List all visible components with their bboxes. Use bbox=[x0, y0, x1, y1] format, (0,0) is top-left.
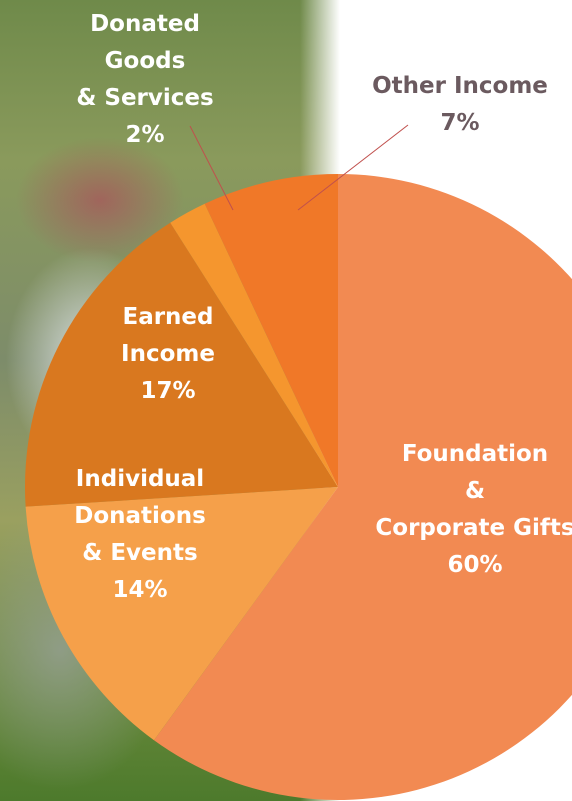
value-label: 60% bbox=[447, 552, 503, 578]
value-label: 2% bbox=[125, 122, 165, 148]
slice-label: Donated Goods & Services 2% bbox=[35, 6, 255, 154]
value-label: 14% bbox=[112, 577, 168, 603]
value-label: 17% bbox=[140, 378, 196, 404]
category-label: Other Income bbox=[372, 73, 548, 99]
slice-label: Earned Income 17% bbox=[68, 299, 268, 410]
value-label: 7% bbox=[440, 110, 480, 136]
leader-line bbox=[189, 125, 234, 211]
pie-slice bbox=[154, 174, 572, 800]
pie-slice bbox=[204, 174, 338, 487]
slice-label: Other Income 7% bbox=[350, 68, 570, 142]
pie-slice bbox=[170, 203, 338, 488]
category-label: Individual Donations & Events bbox=[74, 466, 206, 566]
leader-line bbox=[297, 124, 409, 211]
pie-slice bbox=[24, 222, 338, 507]
pie-slice bbox=[25, 487, 338, 741]
slice-label: Individual Donations & Events 14% bbox=[30, 461, 250, 609]
category-label: Earned Income bbox=[121, 304, 215, 367]
category-label: Donated Goods & Services bbox=[76, 11, 214, 111]
category-label: Foundation & Corporate Gifts bbox=[375, 441, 572, 541]
slice-label: Foundation & Corporate Gifts 60% bbox=[325, 436, 572, 584]
